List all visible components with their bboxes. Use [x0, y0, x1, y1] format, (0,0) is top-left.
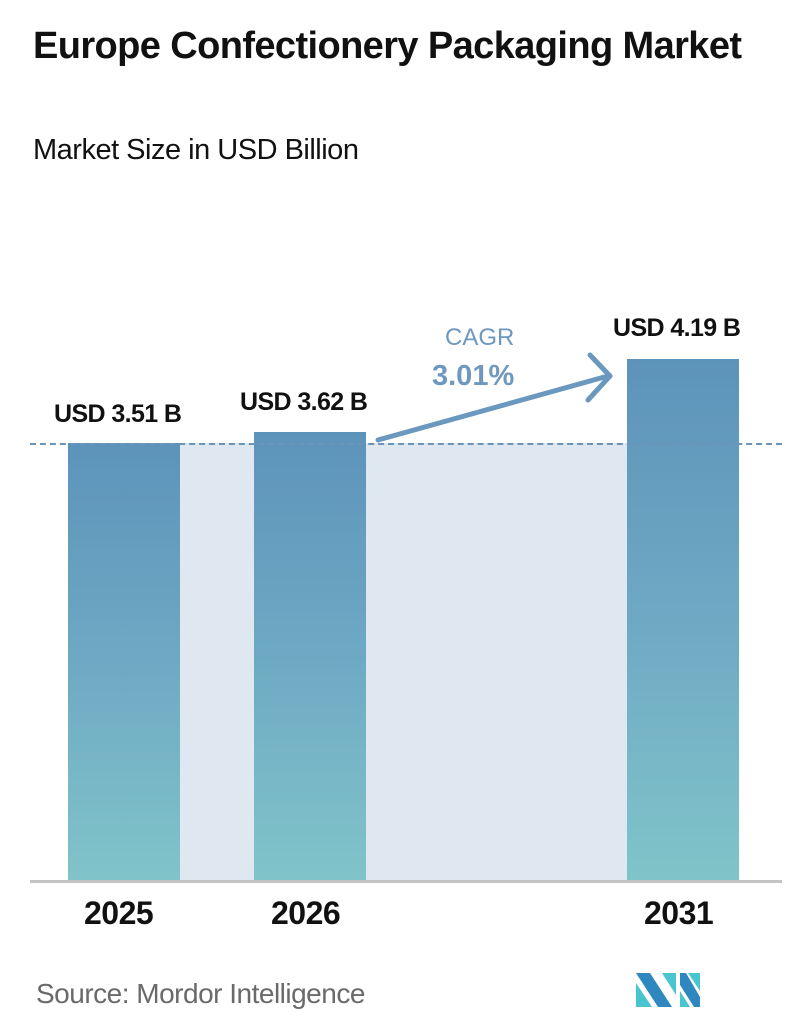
value-label-2026: USD 3.62 B	[240, 388, 368, 416]
cagr-label: CAGR	[445, 324, 515, 351]
x-label-2031: 2031	[644, 895, 714, 931]
value-label-2031: USD 4.19 B	[613, 314, 741, 342]
chart-title: Europe Confectionery Packaging Market	[33, 25, 742, 67]
source-text: Source: Mordor Intelligence	[36, 978, 365, 1009]
value-label-2025: USD 3.51 B	[54, 400, 182, 428]
x-label-2025: 2025	[84, 895, 154, 931]
bar-2026	[254, 432, 366, 881]
x-label-2026: 2026	[271, 895, 341, 931]
x-axis-baseline	[30, 880, 782, 883]
chart-subtitle: Market Size in USD Billion	[33, 134, 359, 166]
bar-2031	[627, 359, 739, 881]
reference-dashed-line	[30, 443, 782, 445]
bar-2025	[68, 443, 180, 881]
mordor-intelligence-logo-icon	[636, 973, 700, 1007]
cagr-value: 3.01%	[432, 360, 515, 392]
